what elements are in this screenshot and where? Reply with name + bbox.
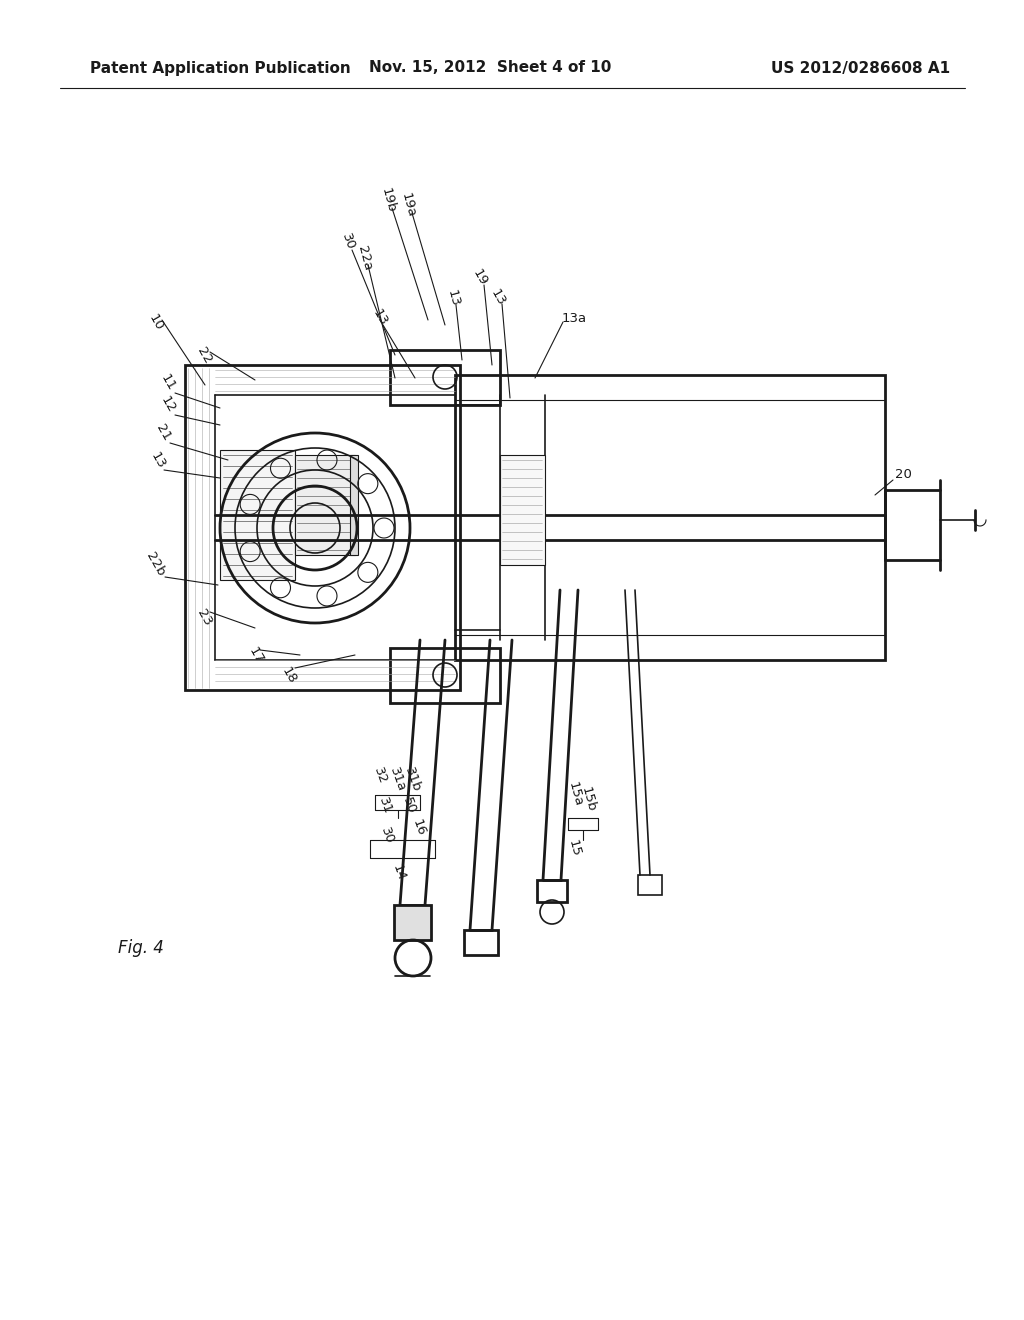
Text: 23: 23 (195, 607, 214, 628)
Text: 17: 17 (247, 644, 266, 667)
Text: 22b: 22b (143, 549, 168, 578)
Bar (390, 350, 500, 405)
Text: 20: 20 (895, 469, 912, 482)
Text: 22a: 22a (355, 244, 375, 272)
Text: 18: 18 (280, 665, 299, 686)
Text: 31b: 31b (401, 766, 423, 795)
Text: 12: 12 (158, 395, 177, 416)
Text: 13: 13 (370, 308, 390, 329)
Text: Patent Application Publication: Patent Application Publication (90, 61, 351, 75)
Text: Nov. 15, 2012  Sheet 4 of 10: Nov. 15, 2012 Sheet 4 of 10 (369, 61, 611, 75)
Text: 31: 31 (376, 796, 394, 816)
Text: 22: 22 (195, 345, 214, 366)
Bar (185, 366, 460, 690)
Bar (390, 648, 500, 704)
Text: 19a: 19a (398, 191, 418, 219)
Text: 21: 21 (154, 422, 174, 444)
Bar (464, 931, 498, 954)
Text: 16: 16 (410, 818, 428, 838)
Text: 15a: 15a (565, 780, 585, 808)
Text: 15b: 15b (579, 785, 598, 813)
Text: 31a: 31a (387, 766, 408, 793)
Text: US 2012/0286608 A1: US 2012/0286608 A1 (771, 61, 950, 75)
Text: 13a: 13a (562, 312, 587, 325)
Text: 13: 13 (488, 288, 508, 309)
Text: 32: 32 (371, 766, 389, 787)
Text: 50: 50 (400, 796, 418, 816)
Text: 14: 14 (390, 863, 408, 883)
Text: Fig. 4: Fig. 4 (118, 939, 164, 957)
Text: 13: 13 (147, 450, 168, 471)
Bar (500, 455, 545, 565)
Text: 11: 11 (158, 372, 177, 393)
Text: 15: 15 (565, 838, 583, 858)
Text: 19b: 19b (379, 186, 397, 214)
Bar (638, 875, 662, 895)
Bar (394, 906, 431, 940)
Bar (220, 450, 295, 579)
Text: 19: 19 (470, 268, 489, 289)
Text: 30: 30 (378, 826, 396, 846)
Bar (350, 455, 358, 554)
Text: 13: 13 (444, 288, 462, 308)
Bar (455, 375, 885, 660)
Bar (295, 455, 355, 554)
Text: 10: 10 (146, 312, 166, 333)
Text: 30: 30 (339, 232, 357, 252)
Bar (537, 880, 567, 902)
